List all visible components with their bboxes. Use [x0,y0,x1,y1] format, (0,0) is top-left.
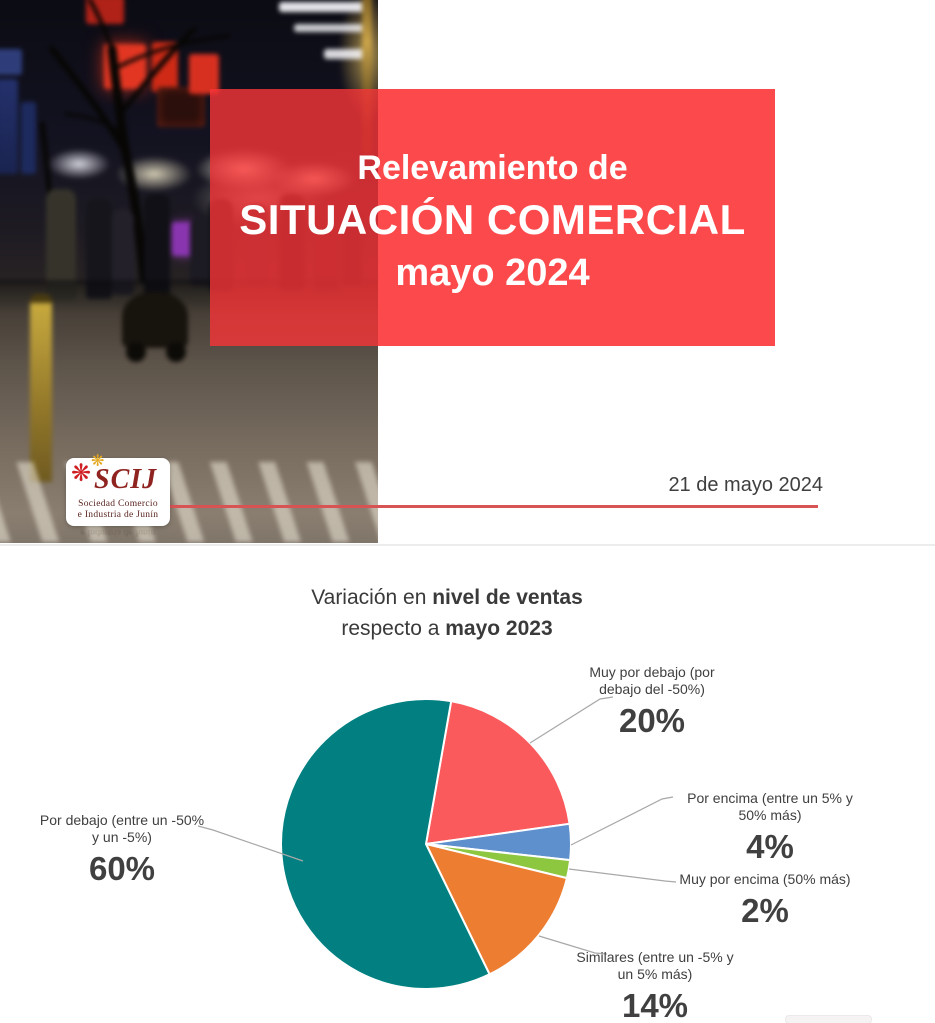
logo-org-line2: e Industria de Junín [77,510,159,520]
cover-slide: Relevamiento de SITUACIÓN COMERCIAL mayo… [0,0,935,546]
leader-line [538,935,608,955]
building-light [294,24,372,32]
chart-title-regular2: respecto a [341,617,446,640]
cover-title-line2: SITUACIÓN COMERCIAL [239,195,746,243]
chart-title: Variación en nivel de ventas respecto a … [0,582,894,644]
slide-divider [0,544,935,546]
callout-percent: 60% [88,850,156,887]
callout-label-line: Muy por encima (50% más) [679,871,851,887]
logo-flower-red-icon: ❋ [71,460,92,487]
building-light [324,49,372,59]
vertical-banner [0,79,18,174]
cover-date: 21 de mayo 2024 [668,474,823,496]
callout-label-line: y un -5%) [92,829,152,845]
callout-muy-por-debajo: Muy por debajo (por debajo del -50%) 20% [540,664,764,740]
stroller-silhouette [122,292,188,348]
callout-label-line: Por debajo (entre un -50% [39,812,205,828]
building-light [279,2,369,12]
scrollbar-thumb[interactable] [785,1015,872,1023]
chart-title-bold1: nivel de ventas [432,586,583,609]
cover-title-line3: mayo 2024 [395,251,590,294]
chart-slide: Variación en nivel de ventas respecto a … [0,546,935,1023]
leader-line [197,825,304,862]
pie-slice [280,698,491,990]
cover-title-line1: Relevamiento de [357,148,628,187]
red-underline-rule [168,505,818,508]
storefront-sign [0,49,22,75]
chart-title-regular1: Variación en [311,586,433,609]
storefront-sign [189,54,219,94]
callout-por-debajo: Por debajo (entre un -50% y un -5%) 60% [10,812,234,888]
chart-title-bold2: mayo 2023 [445,617,553,640]
callout-similares: Similares (entre un -5% y un 5% más) 14% [543,949,767,1023]
logo-org-line1: Sociedad Comercio [78,499,158,509]
pie-slice [425,843,568,976]
title-banner: Relevamiento de SITUACIÓN COMERCIAL mayo… [210,89,775,346]
scij-logo: ❋ ❋ SCIJ Sociedad Comercio e Industria d… [66,454,170,526]
callout-label-line: Similares (entre un -5% y [576,949,734,965]
leader-line [529,696,614,744]
scaffold-strip [362,0,372,154]
stroller-wheel [126,342,146,362]
leader-line [570,796,674,846]
vertical-banner [21,102,36,174]
callout-label-line: Por encima (entre un 5% y [687,790,853,806]
tree-silhouette [39,0,231,284]
logo-acronym: SCIJ [94,464,158,495]
yellow-bollard [30,294,52,482]
callout-label-line: 50% más) [738,807,802,823]
callout-muy-por-encima: Muy por encima (50% más) 2% [653,871,877,930]
person-silhouette [112,209,134,295]
leader-line [568,868,677,883]
crosswalk-stripes [0,462,378,542]
callout-percent: 14% [621,987,689,1023]
logo-flower-gold-icon: ❋ [91,453,105,470]
callout-percent: 4% [746,828,794,865]
pie-chart [197,696,677,990]
callout-label-line: un 5% más) [617,966,693,982]
callout-por-encima: Por encima (entre un 5% y 50% más) 4% [658,790,882,866]
callout-percent: 20% [618,702,686,739]
logo-reflection: e Industria de Junín [80,527,156,537]
callout-label-line: debajo del -50%) [599,681,705,697]
callout-label-line: Muy por debajo (por [589,664,715,680]
person-silhouette [190,216,210,286]
stroller-wheel [166,342,186,362]
callout-percent: 2% [741,892,789,929]
